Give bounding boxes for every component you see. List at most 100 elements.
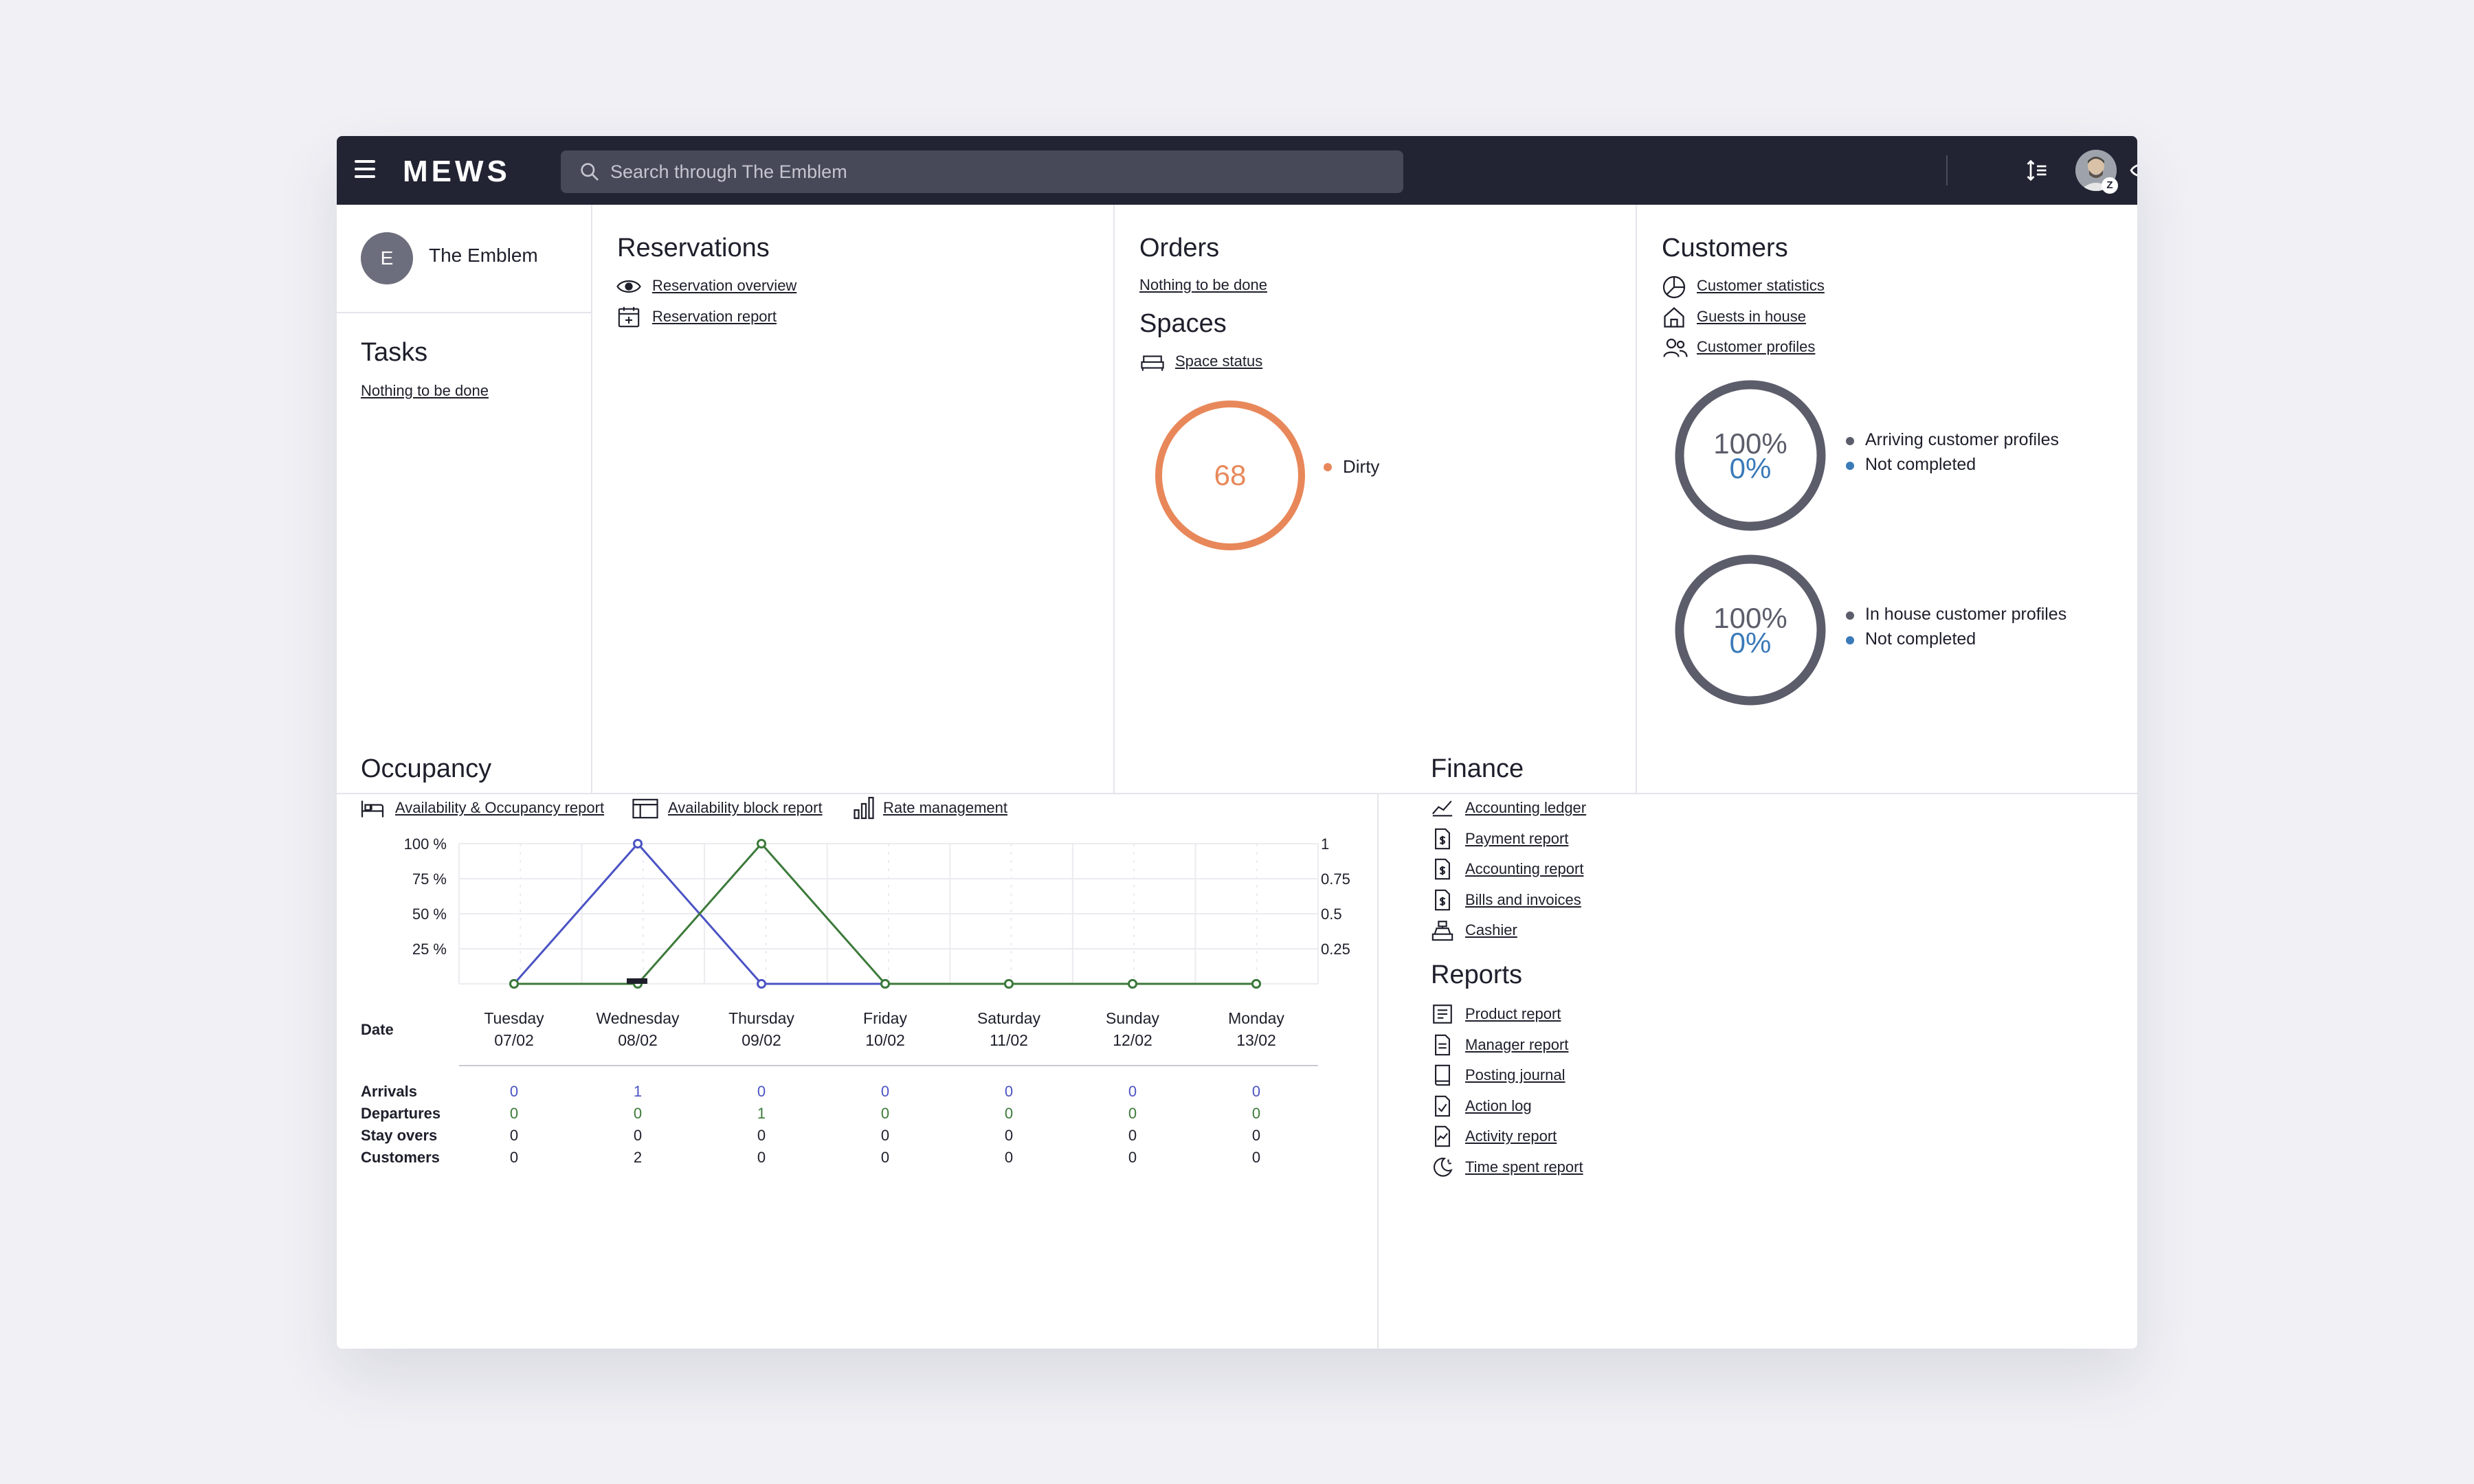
bed-icon [1141, 355, 1164, 371]
departures-cell: 0 [880, 1105, 890, 1122]
y-tick-left: 100 % [404, 837, 447, 853]
series-point[interactable] [1251, 979, 1261, 989]
sort-icon[interactable] [2023, 157, 2051, 184]
customer-statistics-link[interactable]: Customer statistics [1697, 277, 1825, 294]
reservation-overview-link[interactable]: Reservation overview [652, 277, 797, 294]
divider [337, 312, 591, 313]
day-name: Friday [863, 1009, 907, 1027]
series-point[interactable] [1128, 979, 1137, 989]
rate-management-link[interactable]: Rate management [883, 799, 1007, 816]
y-tick-right: 0.25 [1321, 941, 1350, 958]
day-column-header[interactable]: Thursday 09/02 [706, 1007, 816, 1051]
document-icon [1431, 1033, 1454, 1060]
departures-cell: 0 [509, 1105, 519, 1122]
not-completed-legend: Not completed [1865, 629, 1976, 649]
property-name[interactable]: The Emblem [429, 245, 538, 266]
chart-line-icon [1431, 796, 1454, 823]
property-avatar[interactable]: E [361, 232, 413, 284]
guests-in-house-link[interactable]: Guests in house [1697, 308, 1806, 325]
reports-link-time-spent-report[interactable]: Time spent report [1465, 1158, 1583, 1176]
finance-link-accounting-report[interactable]: Accounting report [1465, 860, 1584, 877]
day-name: Thursday [728, 1009, 794, 1027]
reports-link-action-log[interactable]: Action log [1465, 1097, 1532, 1114]
search-bar[interactable] [561, 150, 1403, 193]
day-column-header[interactable]: Wednesday 08/02 [583, 1007, 693, 1051]
space-status-link[interactable]: Space status [1175, 352, 1263, 370]
spaces-donut[interactable]: 68 [1148, 393, 1313, 558]
tasks-empty-link[interactable]: Nothing to be done [361, 382, 489, 399]
toolbar-divider [1946, 155, 1948, 186]
chart-grid [458, 843, 1319, 985]
divider [337, 793, 2137, 794]
arrivals-cell: 0 [1004, 1083, 1014, 1100]
series-point[interactable] [1004, 979, 1014, 989]
series-point[interactable] [757, 979, 766, 989]
customers-cell: 0 [1251, 1149, 1261, 1166]
search-input[interactable] [610, 161, 1366, 183]
day-column-header[interactable]: Tuesday 07/02 [459, 1007, 569, 1051]
calendar-add-icon [618, 306, 640, 328]
reservations-title: Reservations [617, 234, 770, 262]
receipt-dollar-icon [1431, 827, 1454, 854]
customers-cell: 2 [633, 1149, 643, 1166]
y-tick-right: 1 [1321, 837, 1329, 853]
availability-block-report-link[interactable]: Availability block report [668, 799, 823, 816]
arrivals-cell: 0 [509, 1083, 519, 1100]
svg-text:MEWS: MEWS [403, 155, 511, 187]
finance-link-payment-report[interactable]: Payment report [1465, 829, 1569, 847]
day-name: Sunday [1105, 1009, 1159, 1027]
series-point[interactable] [880, 979, 890, 989]
finance-link-bills-and-invoices[interactable]: Bills and invoices [1465, 890, 1581, 908]
pie-chart-icon [1662, 276, 1686, 299]
stay-overs-cell: 0 [880, 1127, 890, 1144]
customers-cell: 0 [509, 1149, 519, 1166]
y-tick-left: 75 % [412, 870, 447, 888]
users-icon [1663, 338, 1688, 357]
day-date: 13/02 [1236, 1031, 1276, 1049]
day-column-header[interactable]: Friday 10/02 [830, 1007, 940, 1051]
legend-dot [1846, 462, 1854, 470]
reports-link-activity-report[interactable]: Activity report [1465, 1127, 1557, 1145]
top-bar: MEWS ? Z [337, 136, 2137, 205]
legend-dot [1846, 611, 1854, 620]
finance-link-accounting-ledger[interactable]: Accounting ledger [1465, 799, 1587, 816]
availability-occupancy-report-link[interactable]: Availability & Occupancy report [395, 799, 605, 816]
customers-cell: 0 [757, 1149, 766, 1166]
divider [591, 205, 592, 794]
eye-icon[interactable] [2128, 157, 2137, 184]
legend-dot [1846, 437, 1854, 445]
series-point[interactable] [633, 839, 643, 848]
occupancy-chart: 100 % 75 % 50 % 25 % 1 0.75 0.5 0.25 [404, 837, 1350, 989]
day-name: Saturday [977, 1009, 1041, 1027]
departures-cell: 0 [1004, 1105, 1014, 1122]
departures-cell: 0 [1128, 1105, 1137, 1122]
dirty-count: 68 [1214, 459, 1247, 491]
finance-link-cashier[interactable]: Cashier [1465, 921, 1517, 938]
arriving-profiles-gauge[interactable]: 100% 0% [1671, 376, 1829, 535]
reports-link-manager-report[interactable]: Manager report [1465, 1035, 1569, 1053]
series-point[interactable] [757, 839, 766, 848]
menu-icon[interactable] [355, 160, 375, 179]
reports-link-posting-journal[interactable]: Posting journal [1465, 1066, 1565, 1083]
eye-icon [616, 280, 641, 293]
svg-text:100%: 100% [1713, 602, 1787, 634]
series-point[interactable] [509, 979, 519, 989]
day-column-header[interactable]: Saturday 11/02 [954, 1007, 1064, 1051]
app-window: MEWS ? Z [337, 136, 2137, 1349]
day-column-header[interactable]: Monday 13/02 [1201, 1007, 1311, 1051]
reports-link-product-report[interactable]: Product report [1465, 1005, 1561, 1022]
document-dollar-icon [1431, 857, 1454, 884]
in-house-profiles-gauge[interactable]: 100% 0% [1671, 551, 1829, 709]
customer-profiles-link[interactable]: Customer profiles [1697, 338, 1816, 355]
day-column-header[interactable]: Sunday 12/02 [1078, 1007, 1188, 1051]
not-completed-legend: Not completed [1865, 455, 1976, 474]
day-date: 08/02 [618, 1031, 658, 1049]
day-date: 10/02 [865, 1031, 905, 1049]
reservation-report-link[interactable]: Reservation report [652, 308, 777, 325]
book-icon [1431, 1064, 1454, 1090]
departures-cell: 0 [1251, 1105, 1261, 1122]
divider [1636, 205, 1637, 794]
day-name: Tuesday [484, 1009, 544, 1027]
y-tick-left: 25 % [412, 941, 447, 958]
orders-empty-link[interactable]: Nothing to be done [1139, 276, 1267, 293]
